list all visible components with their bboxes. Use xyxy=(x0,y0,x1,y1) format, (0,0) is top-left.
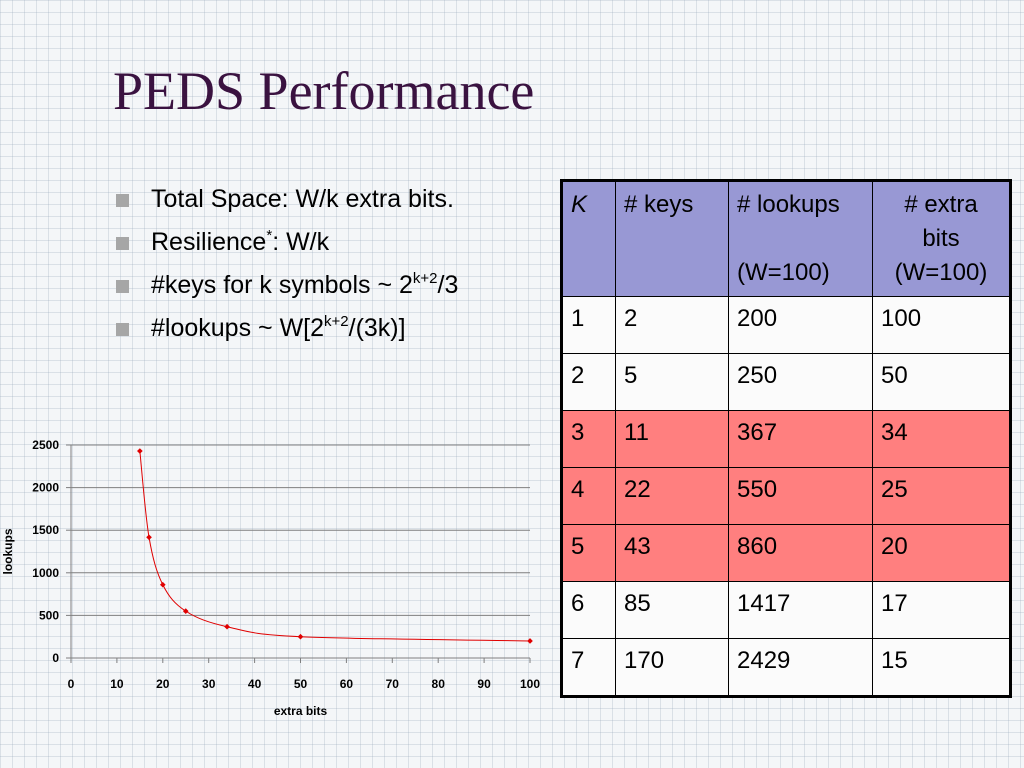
y-tick-label: 2000 xyxy=(32,481,59,495)
header-lookups: # lookups (W=100) xyxy=(728,180,873,297)
cell-extra-bits: 20 xyxy=(872,524,1011,582)
x-tick-label: 80 xyxy=(432,677,446,691)
cell-extra-bits: 17 xyxy=(872,581,1011,639)
x-tick-label: 30 xyxy=(202,677,216,691)
cell-lookups: 1417 xyxy=(728,581,873,639)
x-tick-label: 100 xyxy=(520,677,540,691)
data-point xyxy=(146,534,152,541)
bullet-square-icon xyxy=(116,323,129,336)
table-row: 1 2 200 100 xyxy=(561,296,1011,354)
cell-lookups: 200 xyxy=(728,296,873,354)
x-tick-label: 60 xyxy=(340,677,354,691)
slide-title: PEDS Performance xyxy=(113,61,535,121)
cell-keys: 43 xyxy=(615,524,729,582)
cell-lookups: 2429 xyxy=(728,638,873,697)
table-header-row: K # keys # lookups (W=100) # extra bits (W=… xyxy=(561,180,1011,297)
data-point xyxy=(182,608,189,614)
cell-k: 6 xyxy=(561,581,616,639)
header-lookups-line2: (W=100) xyxy=(737,259,830,286)
cell-lookups: 367 xyxy=(728,410,873,468)
table-row: 4 22 550 25 xyxy=(561,467,1011,525)
cell-k: 3 xyxy=(561,410,616,468)
data-point xyxy=(297,633,304,640)
cell-k: 4 xyxy=(561,467,616,525)
header-k: K xyxy=(561,180,616,297)
cell-k: 5 xyxy=(561,524,616,582)
bullet-superscript: k+2 xyxy=(324,313,349,330)
header-extra-bits: # extra bits (W=100) xyxy=(872,180,1011,297)
cell-lookups: 860 xyxy=(728,524,873,582)
cell-lookups: 250 xyxy=(728,353,873,411)
data-point xyxy=(159,581,166,588)
table-row: 3 11 367 34 xyxy=(561,410,1011,468)
y-tick-label: 0 xyxy=(52,651,59,665)
data-point xyxy=(224,623,230,630)
table-row: 2 5 250 50 xyxy=(561,353,1011,411)
y-tick-label: 1500 xyxy=(32,523,59,537)
x-tick-label: 20 xyxy=(156,677,170,691)
x-tick-label: 10 xyxy=(110,677,124,691)
bullet-item: Total Space: W/k extra bits. xyxy=(113,183,543,215)
cell-extra-bits: 50 xyxy=(872,353,1011,411)
bullet-text: : W/k xyxy=(272,228,330,256)
bullet-list: Total Space: W/k extra bits. Resilience*… xyxy=(113,183,543,355)
bullet-item: Resilience*: W/k xyxy=(113,226,543,258)
y-axis-label: lookups xyxy=(1,528,15,574)
x-tick-label: 40 xyxy=(248,677,262,691)
y-tick-label: 2500 xyxy=(32,438,59,452)
bullet-text: #lookups ~ W[2 xyxy=(151,314,325,342)
table-row: 7 170 2429 15 xyxy=(561,638,1011,697)
series-line xyxy=(139,450,531,642)
cell-keys: 85 xyxy=(615,581,729,639)
header-keys: # keys xyxy=(615,180,729,297)
bullet-text: /3 xyxy=(437,271,459,299)
cell-keys: 5 xyxy=(615,353,729,411)
cell-keys: 170 xyxy=(615,638,729,697)
bullet-text: /(3k)] xyxy=(348,314,406,342)
y-tick-label: 1000 xyxy=(32,566,59,580)
x-tick-label: 90 xyxy=(477,677,491,691)
cell-extra-bits: 15 xyxy=(872,638,1011,697)
bullet-superscript: * xyxy=(266,227,273,244)
cell-extra-bits: 100 xyxy=(872,296,1011,354)
performance-table: K # keys # lookups (W=100) # extra bits (W=… xyxy=(560,179,1012,698)
cell-keys: 11 xyxy=(615,410,729,468)
header-extra-line1: # extra xyxy=(904,191,978,218)
table-row: 6 85 1417 17 xyxy=(561,581,1011,639)
x-tick-label: 0 xyxy=(68,677,75,691)
cell-k: 2 xyxy=(561,353,616,411)
cell-extra-bits: 34 xyxy=(872,410,1011,468)
x-tick-label: 70 xyxy=(386,677,400,691)
bullet-text: Total Space: W/k extra bits. xyxy=(151,185,454,213)
header-extra-line2: bits xyxy=(922,225,960,252)
bullet-square-icon xyxy=(116,194,129,207)
header-extra-line3: (W=100) xyxy=(894,259,988,286)
header-lookups-line1: # lookups xyxy=(737,191,840,218)
bullet-item: #lookups ~ W[2k+2/(3k)] xyxy=(113,312,543,344)
bullet-item: #keys for k symbols ~ 2k+2/3 xyxy=(113,269,543,301)
bullet-text: Resilience xyxy=(151,228,267,256)
x-tick-label: 50 xyxy=(294,677,308,691)
cell-k: 7 xyxy=(561,638,616,697)
data-point xyxy=(527,638,533,644)
bullet-text: #keys for k symbols ~ 2 xyxy=(151,271,413,299)
lookups-chart: 0 500 1000 1500 2000 2500 0 10 20 30 40 50 60 70 80 90 1… xyxy=(1,438,540,718)
cell-k: 1 xyxy=(561,296,616,354)
table-row: 5 43 860 20 xyxy=(561,524,1011,582)
x-axis-label: extra bits xyxy=(274,704,328,718)
y-tick-label: 500 xyxy=(39,608,59,622)
cell-extra-bits: 25 xyxy=(872,467,1011,525)
bullet-square-icon xyxy=(116,280,129,293)
cell-keys: 2 xyxy=(615,296,729,354)
data-point xyxy=(137,448,143,454)
cell-keys: 22 xyxy=(615,467,729,525)
bullet-square-icon xyxy=(116,237,129,250)
bullet-superscript: k+2 xyxy=(412,270,438,287)
cell-lookups: 550 xyxy=(728,467,873,525)
